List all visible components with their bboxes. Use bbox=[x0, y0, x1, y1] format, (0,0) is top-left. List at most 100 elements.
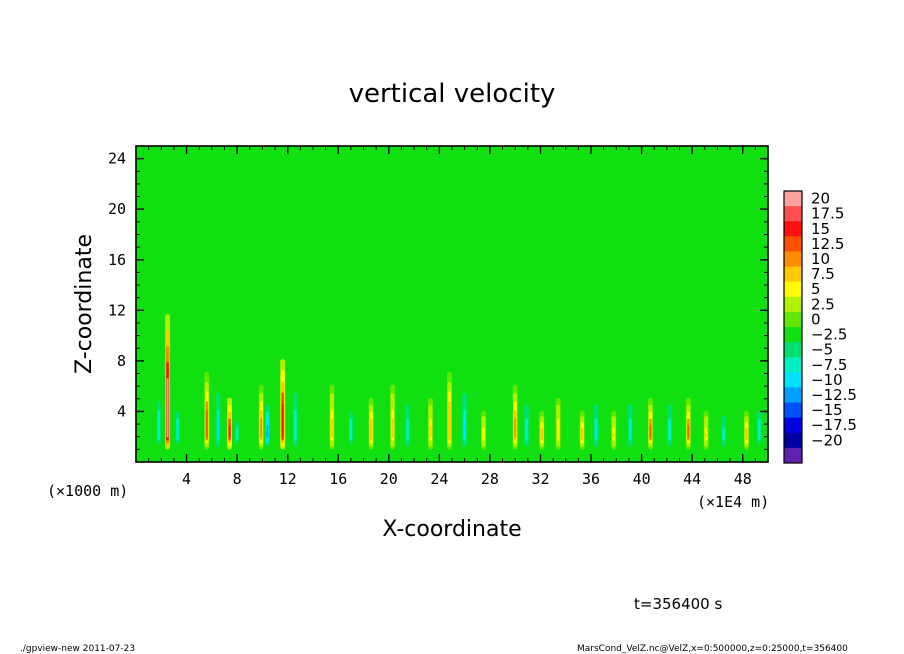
x-tick-label: 16 bbox=[329, 470, 347, 488]
colorbar-swatch bbox=[784, 417, 802, 434]
colorbar-swatch bbox=[784, 206, 802, 222]
velocity-cell-29-4 bbox=[668, 425, 671, 438]
x-tick-label: 36 bbox=[582, 470, 600, 488]
velocity-cell-27-4 bbox=[629, 425, 632, 438]
colorbar-label: 17.5 bbox=[811, 205, 844, 223]
velocity-cell-33-4 bbox=[745, 432, 748, 438]
x-tick-label: 12 bbox=[279, 470, 297, 488]
x-tick-label: 40 bbox=[633, 470, 651, 488]
y-tick-label: 24 bbox=[108, 150, 126, 168]
colorbar-swatch bbox=[784, 236, 802, 252]
y-tick-label: 12 bbox=[108, 301, 126, 319]
velocity-cell-13-4 bbox=[370, 425, 372, 438]
x-unit-left: (×1000 m) bbox=[47, 482, 128, 500]
colorbar-swatch bbox=[784, 191, 802, 207]
colorbar-frame bbox=[783, 190, 803, 464]
colorbar-swatch bbox=[784, 387, 802, 403]
velocity-cell-11-4 bbox=[331, 418, 333, 438]
chart-title: vertical velocity bbox=[349, 79, 556, 109]
plot-area bbox=[136, 146, 768, 462]
colorbar-swatch bbox=[784, 281, 802, 298]
velocity-cell-0-4 bbox=[166, 378, 169, 438]
velocity-cell-9-4 bbox=[281, 403, 284, 438]
y-tick-label: 16 bbox=[108, 251, 126, 269]
velocity-cell-16-4 bbox=[429, 425, 432, 438]
x-tick-label: 20 bbox=[380, 470, 398, 488]
colorbar-swatch bbox=[784, 342, 802, 358]
colorbar-label: −7.5 bbox=[811, 356, 847, 374]
colorbar-swatch bbox=[784, 357, 802, 373]
velocity-cell-20-4 bbox=[514, 418, 516, 438]
colorbar-label: 5 bbox=[811, 280, 821, 298]
colorbar-label: −12.5 bbox=[811, 386, 857, 404]
y-tick-label: 4 bbox=[117, 402, 126, 420]
velocity-cell-12-4 bbox=[349, 425, 352, 438]
y-tick-label: 20 bbox=[108, 200, 126, 218]
x-tick-label: 8 bbox=[233, 470, 242, 488]
time-label: t=356400 s bbox=[634, 595, 722, 613]
colorbar-label: −10 bbox=[811, 371, 843, 389]
velocity-cell-28-4 bbox=[649, 425, 652, 438]
colorbar: 2017.51512.5107.552.50−2.5−5−7.5−10−12.5… bbox=[783, 190, 857, 464]
velocity-cell-30-4 bbox=[687, 425, 690, 438]
colorbar-swatch bbox=[784, 432, 802, 449]
velocity-cell-32-4 bbox=[722, 432, 725, 438]
heatmap-background bbox=[136, 146, 768, 462]
velocity-cell-19-4 bbox=[482, 432, 485, 438]
footer-right: MarsCond_VelZ.nc@VelZ,x=0:500000,z=0:250… bbox=[577, 644, 848, 654]
colorbar-label: −15 bbox=[811, 401, 843, 419]
velocity-cell-15-4 bbox=[406, 425, 409, 438]
velocity-cell-25-4 bbox=[595, 425, 598, 438]
colorbar-swatch bbox=[784, 251, 802, 267]
velocity-cell-23-4 bbox=[557, 425, 559, 438]
velocity-cell-10-4 bbox=[294, 418, 297, 438]
colorbar-label: 10 bbox=[811, 250, 830, 268]
colorbar-label: 7.5 bbox=[811, 265, 835, 283]
colorbar-swatch bbox=[784, 311, 802, 328]
velocity-cell-34-4 bbox=[758, 425, 761, 438]
x-tick-label: 28 bbox=[481, 470, 499, 488]
velocity-cell-31-4 bbox=[705, 432, 707, 438]
velocity-cell-17-4 bbox=[448, 410, 451, 438]
velocity-cell-2-4 bbox=[176, 425, 179, 438]
y-axis-title: Z-coordinate bbox=[72, 234, 97, 374]
y-tick-label: 8 bbox=[117, 352, 126, 370]
x-axis-title: X-coordinate bbox=[382, 517, 521, 542]
colorbar-label: −5 bbox=[811, 341, 833, 359]
colorbar-label: 15 bbox=[811, 220, 830, 238]
x-tick-label: 4 bbox=[182, 470, 191, 488]
colorbar-label: 0 bbox=[811, 310, 821, 328]
x-unit-right: (×1E4 m) bbox=[697, 493, 769, 511]
velocity-cell-26-4 bbox=[612, 432, 615, 438]
x-tick-label: 24 bbox=[430, 470, 448, 488]
velocity-cell-21-4 bbox=[525, 425, 528, 438]
velocity-cell-8-4 bbox=[266, 425, 269, 438]
colorbar-label: 12.5 bbox=[811, 235, 844, 253]
colorbar-swatch bbox=[784, 372, 802, 388]
colorbar-swatch bbox=[784, 402, 802, 418]
colorbar-label: −20 bbox=[811, 431, 843, 449]
colorbar-swatch bbox=[784, 266, 802, 282]
velocity-cell-5-4 bbox=[228, 425, 231, 438]
x-tick-label: 44 bbox=[683, 470, 701, 488]
velocity-cell-22-4 bbox=[540, 432, 543, 438]
velocity-cell-4-4 bbox=[217, 418, 219, 438]
footer-left: ./gpview-new 2011-07-23 bbox=[20, 644, 135, 654]
x-tick-label: 48 bbox=[734, 470, 752, 488]
velocity-cell-24-4 bbox=[581, 432, 583, 438]
colorbar-swatch bbox=[784, 296, 802, 313]
velocity-cell-1-4 bbox=[157, 418, 160, 438]
x-tick-label: 32 bbox=[531, 470, 549, 488]
velocity-cell-14-4 bbox=[391, 418, 394, 438]
colorbar-label: 20 bbox=[811, 190, 830, 208]
velocity-cell-7-4 bbox=[260, 418, 262, 438]
velocity-cell-6-4 bbox=[236, 432, 238, 438]
colorbar-swatch bbox=[784, 327, 802, 343]
velocity-cell-18-4 bbox=[463, 418, 466, 438]
colorbar-swatch bbox=[784, 221, 802, 237]
colorbar-label: −17.5 bbox=[811, 416, 857, 434]
colorbar-swatch bbox=[784, 447, 802, 464]
velocity-cell-3-4 bbox=[205, 410, 208, 438]
